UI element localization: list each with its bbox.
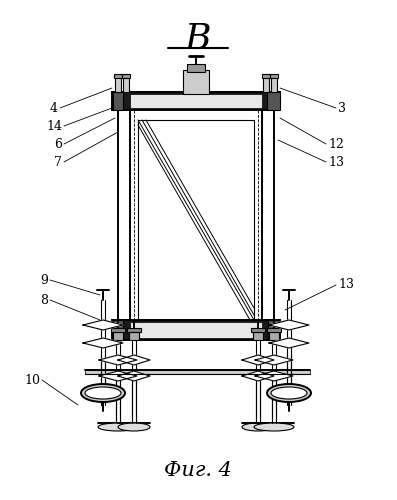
Bar	[115, 76, 121, 92]
Polygon shape	[242, 421, 274, 431]
Bar	[85, 370, 310, 374]
Ellipse shape	[81, 384, 125, 402]
Text: 14: 14	[46, 120, 62, 132]
Bar	[253, 332, 263, 340]
Polygon shape	[83, 320, 123, 330]
Text: Фиг. 4: Фиг. 4	[164, 460, 232, 479]
Polygon shape	[269, 320, 309, 330]
Bar	[122, 74, 130, 78]
Text: 3: 3	[338, 102, 346, 114]
Bar	[138, 120, 254, 320]
Text: 13: 13	[328, 156, 344, 168]
Polygon shape	[242, 371, 274, 381]
Text: 8: 8	[40, 294, 48, 306]
Text: 6: 6	[54, 138, 62, 150]
Ellipse shape	[271, 387, 307, 399]
Bar	[112, 320, 280, 340]
Polygon shape	[83, 338, 123, 348]
Bar	[269, 332, 279, 340]
Ellipse shape	[85, 387, 121, 399]
Bar	[113, 332, 123, 340]
Polygon shape	[255, 371, 293, 381]
Bar	[251, 328, 265, 332]
Text: 13: 13	[338, 278, 354, 291]
Polygon shape	[269, 338, 309, 348]
Bar	[130, 322, 262, 338]
Bar	[129, 332, 139, 340]
Bar	[262, 74, 270, 78]
Polygon shape	[255, 355, 293, 365]
Bar	[271, 76, 277, 92]
Ellipse shape	[98, 423, 138, 431]
Bar	[183, 70, 209, 94]
Polygon shape	[98, 421, 138, 431]
Text: B: B	[185, 22, 211, 56]
Polygon shape	[118, 371, 150, 381]
Bar	[123, 76, 129, 92]
Ellipse shape	[254, 423, 294, 431]
Text: 10: 10	[24, 374, 40, 386]
Polygon shape	[242, 355, 274, 365]
Ellipse shape	[118, 423, 150, 431]
Bar	[130, 94, 262, 108]
Polygon shape	[118, 355, 150, 365]
Bar	[267, 328, 281, 332]
Ellipse shape	[242, 423, 274, 431]
Text: 7: 7	[54, 156, 62, 168]
Ellipse shape	[267, 384, 311, 402]
Bar	[263, 76, 269, 92]
Polygon shape	[254, 421, 294, 431]
Bar	[114, 74, 122, 78]
Polygon shape	[118, 421, 150, 431]
Text: 12: 12	[328, 138, 344, 150]
Bar	[267, 92, 280, 110]
Bar	[112, 92, 280, 110]
Bar	[113, 92, 123, 110]
Bar	[268, 320, 279, 340]
Text: 4: 4	[50, 102, 58, 114]
Polygon shape	[99, 371, 137, 381]
Polygon shape	[99, 355, 137, 365]
Bar	[270, 74, 278, 78]
Bar	[111, 328, 125, 332]
Bar	[187, 64, 205, 72]
Bar	[127, 328, 141, 332]
Bar	[113, 320, 123, 340]
Text: 9: 9	[40, 274, 48, 286]
